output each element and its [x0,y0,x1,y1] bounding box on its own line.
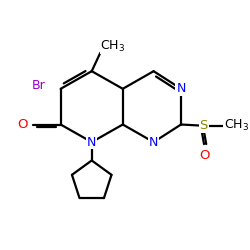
Text: Br: Br [31,79,45,92]
Text: CH$_3$: CH$_3$ [100,38,126,54]
Text: S: S [200,119,208,132]
Text: O: O [200,148,210,162]
Text: O: O [18,118,28,131]
Text: CH$_3$: CH$_3$ [224,118,249,133]
Text: N: N [149,136,158,148]
Text: N: N [87,136,97,148]
Text: N: N [176,82,186,95]
